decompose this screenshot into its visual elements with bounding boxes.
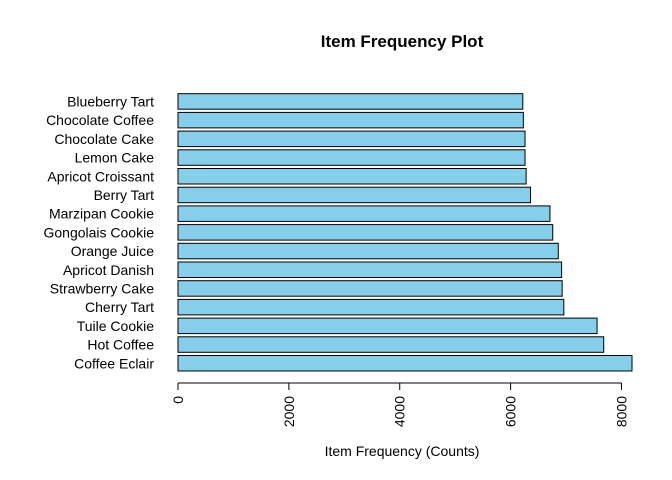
x-axis-label: Item Frequency (Counts)	[325, 443, 480, 459]
category-label-lemon-cake: Lemon Cake	[75, 150, 155, 166]
bar-apricot-croissant	[177, 168, 527, 185]
category-label-strawberry-cake: Strawberry Cake	[50, 280, 154, 296]
bar-hot-coffee	[177, 336, 605, 353]
category-label-blueberry-tart: Blueberry Tart	[67, 93, 154, 109]
x-tick-label-4000: 4000	[392, 396, 408, 427]
bar-cherry-tart	[177, 298, 565, 316]
category-label-apricot-croissant: Apricot Croissant	[47, 168, 154, 184]
bar-orange-juice	[177, 242, 559, 260]
category-label-coffee-eclair: Coffee Eclair	[74, 355, 154, 371]
bar-berry-tart	[177, 186, 532, 204]
x-tick-label-2000: 2000	[281, 396, 297, 427]
chart-title: Item Frequency Plot	[321, 32, 484, 51]
x-tick-label-6000: 6000	[503, 396, 519, 427]
category-label-chocolate-cake: Chocolate Cake	[54, 131, 154, 147]
bar-blueberry-tart	[177, 93, 524, 110]
x-axis: 0 2000 4000 6000 8000	[170, 382, 629, 427]
category-label-gongolais-cookie: Gongolais Cookie	[43, 224, 154, 240]
bar-lemon-cake	[177, 149, 526, 166]
bar-gongolais-cookie	[177, 224, 554, 241]
category-label-chocolate-coffee: Chocolate Coffee	[46, 112, 154, 128]
category-label-tuile-cookie: Tuile Cookie	[77, 318, 155, 334]
category-label-apricot-danish: Apricot Danish	[63, 262, 154, 278]
category-label-marzipan-cookie: Marzipan Cookie	[49, 206, 154, 222]
x-tick-label-8000: 8000	[613, 396, 629, 427]
category-labels-group: Coffee Eclair Hot Coffee Tuile Cookie Cherr…	[43, 93, 154, 371]
bar-chocolate-cake	[177, 130, 526, 148]
bar-marzipan-cookie	[177, 205, 551, 222]
bar-chocolate-coffee	[177, 111, 524, 129]
bar-apricot-danish	[177, 261, 563, 278]
category-label-orange-juice: Orange Juice	[71, 243, 154, 259]
bar-coffee-eclair	[177, 355, 633, 372]
category-label-cherry-tart: Cherry Tart	[85, 299, 154, 315]
bars-group	[177, 93, 633, 372]
category-label-hot-coffee: Hot Coffee	[87, 337, 154, 353]
x-tick-label-0: 0	[170, 396, 186, 404]
bar-tuile-cookie	[177, 317, 598, 335]
category-label-berry-tart: Berry Tart	[94, 187, 155, 203]
bar-strawberry-cake	[177, 280, 563, 297]
